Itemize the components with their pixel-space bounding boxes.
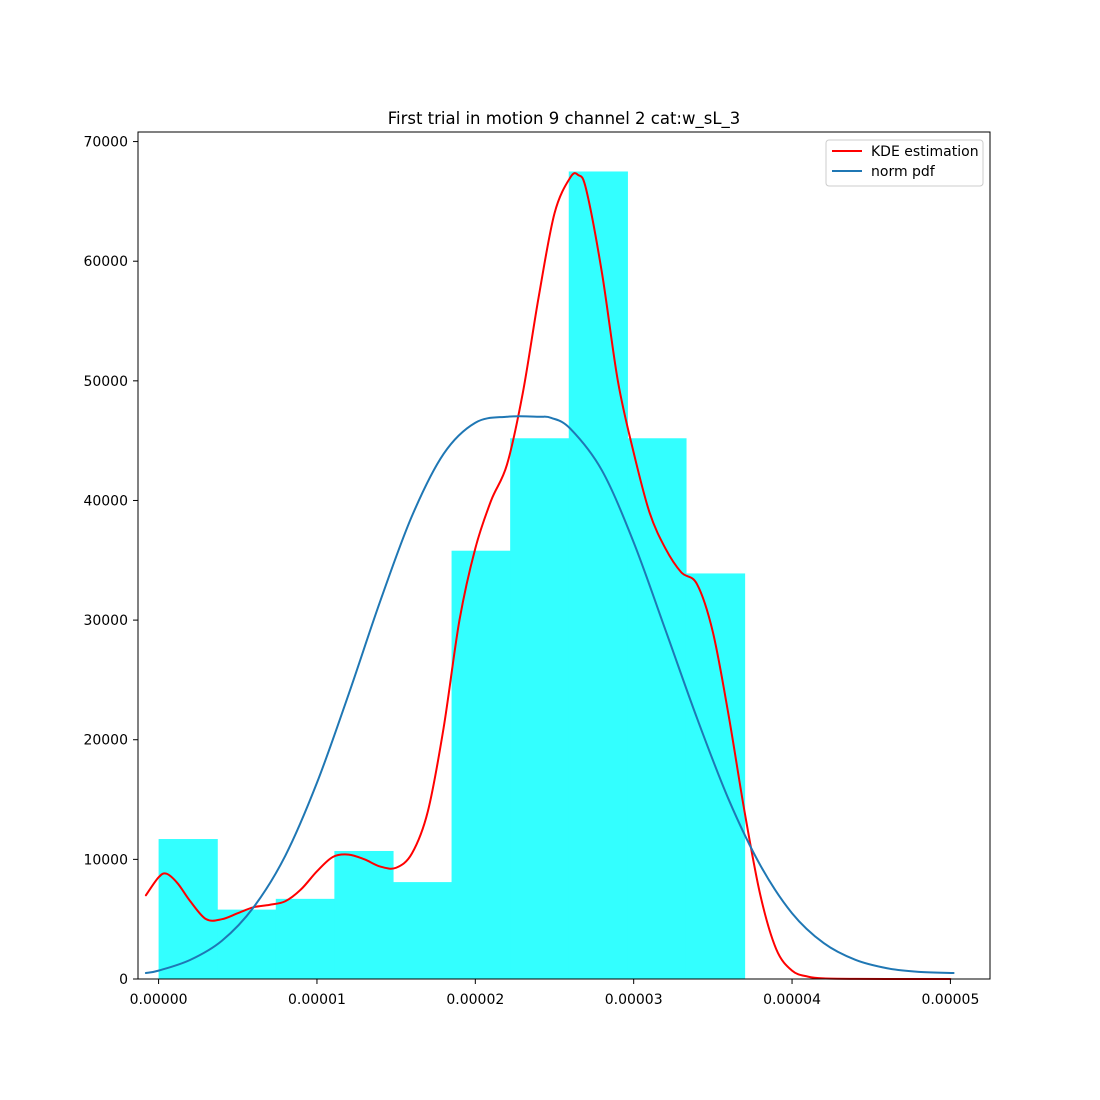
y-axis: 0 10000 20000 30000 40000 50000 60000 70000 xyxy=(83,135,138,988)
x-tick-label: 0.00001 xyxy=(288,992,346,1008)
y-tick-label: 20000 xyxy=(83,733,128,749)
x-tick-label: 0.00002 xyxy=(446,992,504,1008)
y-tick-label: 40000 xyxy=(83,493,128,509)
plot-frame xyxy=(137,131,991,980)
y-tick-label: 70000 xyxy=(83,135,128,151)
chart-title: First trial in motion 9 channel 2 cat:w_… xyxy=(388,109,741,129)
legend-box xyxy=(825,139,984,187)
histogram-bar xyxy=(158,839,218,979)
y-tick-label: 50000 xyxy=(83,374,128,390)
x-tick-label: 0.00003 xyxy=(605,992,663,1008)
kde-estimation-line xyxy=(144,172,952,981)
x-tick-label: 0.00000 xyxy=(130,992,188,1008)
y-tick-label: 60000 xyxy=(83,254,128,270)
norm-pdf-line xyxy=(144,415,955,975)
histogram-bar xyxy=(217,909,277,979)
histogram-bars xyxy=(158,171,746,980)
y-tick-label: 0 xyxy=(119,972,128,988)
legend-label-norm: norm pdf xyxy=(871,164,936,180)
histogram-bar xyxy=(510,438,570,979)
legend-label-kde: KDE estimation xyxy=(871,144,979,160)
histogram-bar xyxy=(685,573,746,979)
y-tick-label: 30000 xyxy=(83,613,128,629)
histogram-bar xyxy=(334,850,394,979)
plot-area xyxy=(137,131,991,981)
histogram-bar xyxy=(627,438,687,979)
series-lines xyxy=(144,172,955,981)
histogram-bar xyxy=(568,171,628,980)
histogram-bar xyxy=(392,882,453,979)
histogram-bar xyxy=(275,898,335,979)
x-tick-label: 0.00004 xyxy=(763,992,821,1008)
x-axis: 0.00000 0.00001 0.00002 0.00003 0.00004 0.000… xyxy=(130,979,979,1008)
x-tick-label: 0.00005 xyxy=(921,992,979,1008)
histogram-bar xyxy=(451,550,511,979)
legend: KDE estimation norm pdf xyxy=(825,139,984,187)
y-tick-label: 10000 xyxy=(83,852,128,868)
